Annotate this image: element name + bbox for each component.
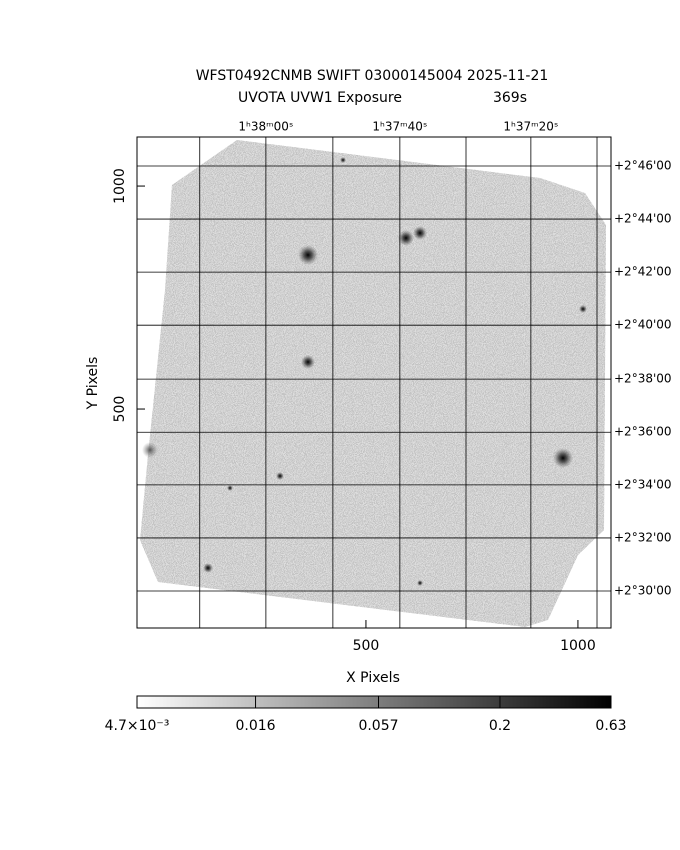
exposure: 369s bbox=[493, 90, 527, 106]
colorbar-tick-label: 0.057 bbox=[358, 718, 398, 734]
plot-frame bbox=[136, 136, 612, 629]
y-axis-label: Y Pixels bbox=[85, 357, 101, 411]
dec-tick-label: +2°38'00 bbox=[614, 372, 672, 386]
subtitle: UVOTA UVW1 Exposure bbox=[238, 90, 402, 106]
colorbar-tick-label: 0.2 bbox=[489, 718, 511, 734]
dec-tick-label: +2°32'00 bbox=[614, 530, 672, 544]
colorbar bbox=[136, 695, 612, 709]
title: WFST0492CNMB SWIFT 03000145004 2025-11-2… bbox=[196, 68, 549, 84]
ra-tick-label: 1ʰ37ᵐ20ˢ bbox=[503, 120, 558, 134]
dec-tick-label: +2°36'00 bbox=[614, 425, 672, 439]
x-axis-label: X Pixels bbox=[346, 670, 400, 686]
colorbar-tick-label: 0.016 bbox=[236, 718, 276, 734]
sky-image bbox=[140, 140, 606, 627]
colorbar-tick-label: 4.7×10⁻³ bbox=[105, 718, 170, 734]
dec-tick-label: +2°34'00 bbox=[614, 477, 672, 491]
y-tick-label: 500 bbox=[112, 396, 128, 423]
y-tick-label: 1000 bbox=[112, 168, 128, 204]
dec-tick-label: +2°30'00 bbox=[614, 583, 672, 597]
ra-tick-label: 1ʰ37ᵐ40ˢ bbox=[372, 120, 427, 134]
x-tick-label: 500 bbox=[353, 638, 380, 654]
colorbar-tick-label: 0.63 bbox=[595, 718, 626, 734]
dec-tick-label: +2°46'00 bbox=[614, 158, 672, 172]
dec-tick-label: +2°42'00 bbox=[614, 265, 672, 279]
x-tick-label: 1000 bbox=[560, 638, 596, 654]
dec-tick-label: +2°40'00 bbox=[614, 318, 672, 332]
ra-tick-label: 1ʰ38ᵐ00ˢ bbox=[238, 120, 293, 134]
dec-tick-label: +2°44'00 bbox=[614, 212, 672, 226]
